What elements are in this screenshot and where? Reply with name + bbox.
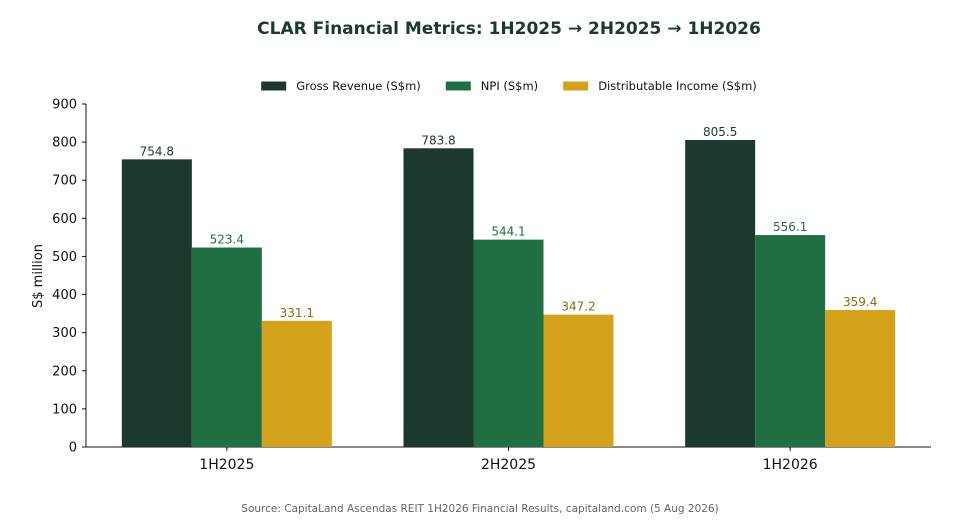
bar [191,247,262,447]
y-axis: 0 100 200 300 400 500 600 700 800 900 [52,98,87,456]
bar [825,310,896,447]
chart-title: CLAR Financial Metrics: 1H2025 → 2H2025 … [257,19,761,39]
data-label: 359.4 [843,295,877,309]
y-tick-label: 0 [69,441,77,456]
source-note: Source: CapitaLand Ascendas REIT 1H2026 … [241,503,718,515]
y-tick-label: 300 [52,326,77,341]
bar [403,148,474,448]
y-tick-label: 700 [52,174,77,189]
data-label: 331.1 [280,306,314,320]
legend-label: Gross Revenue (S$m) [296,79,421,93]
y-tick-label: 200 [52,364,77,379]
data-label: 523.4 [210,233,244,247]
bar [685,140,756,447]
data-label: 544.1 [491,225,525,239]
bar [121,159,192,447]
y-tick-label: 100 [52,402,77,417]
x-axis: 1H2025 2H2025 1H2026 [86,446,931,473]
x-tick-label: 1H2025 [199,457,254,473]
bars [121,140,896,448]
y-tick-label: 600 [52,212,77,227]
bar [755,235,826,447]
x-tick-label: 2H2025 [481,457,536,473]
bar [261,320,332,447]
y-axis-label: S$ million [31,244,46,308]
data-label: 754.8 [140,144,174,158]
y-tick-label: 400 [52,288,77,303]
y-tick-label: 900 [52,98,77,113]
legend-swatch [445,81,471,91]
data-label: 347.2 [561,300,595,314]
x-tick-label: 1H2026 [763,457,818,473]
legend-swatch [563,81,589,91]
legend: Gross Revenue (S$m) NPI (S$m) Distributabl… [261,79,757,93]
legend-label: NPI (S$m) [481,79,538,93]
data-label: 556.1 [773,220,807,234]
data-labels: 754.8 523.4 331.1 783.8 544.1 347.2 805.5 556.1… [140,125,878,320]
data-label: 805.5 [703,125,737,139]
data-label: 783.8 [421,133,455,147]
y-tick-label: 800 [52,136,77,151]
y-tick-label: 500 [52,250,77,265]
bar [543,314,614,447]
bar [473,239,544,447]
legend-swatch [261,81,287,91]
legend-label: Distributable Income (S$m) [598,79,757,93]
